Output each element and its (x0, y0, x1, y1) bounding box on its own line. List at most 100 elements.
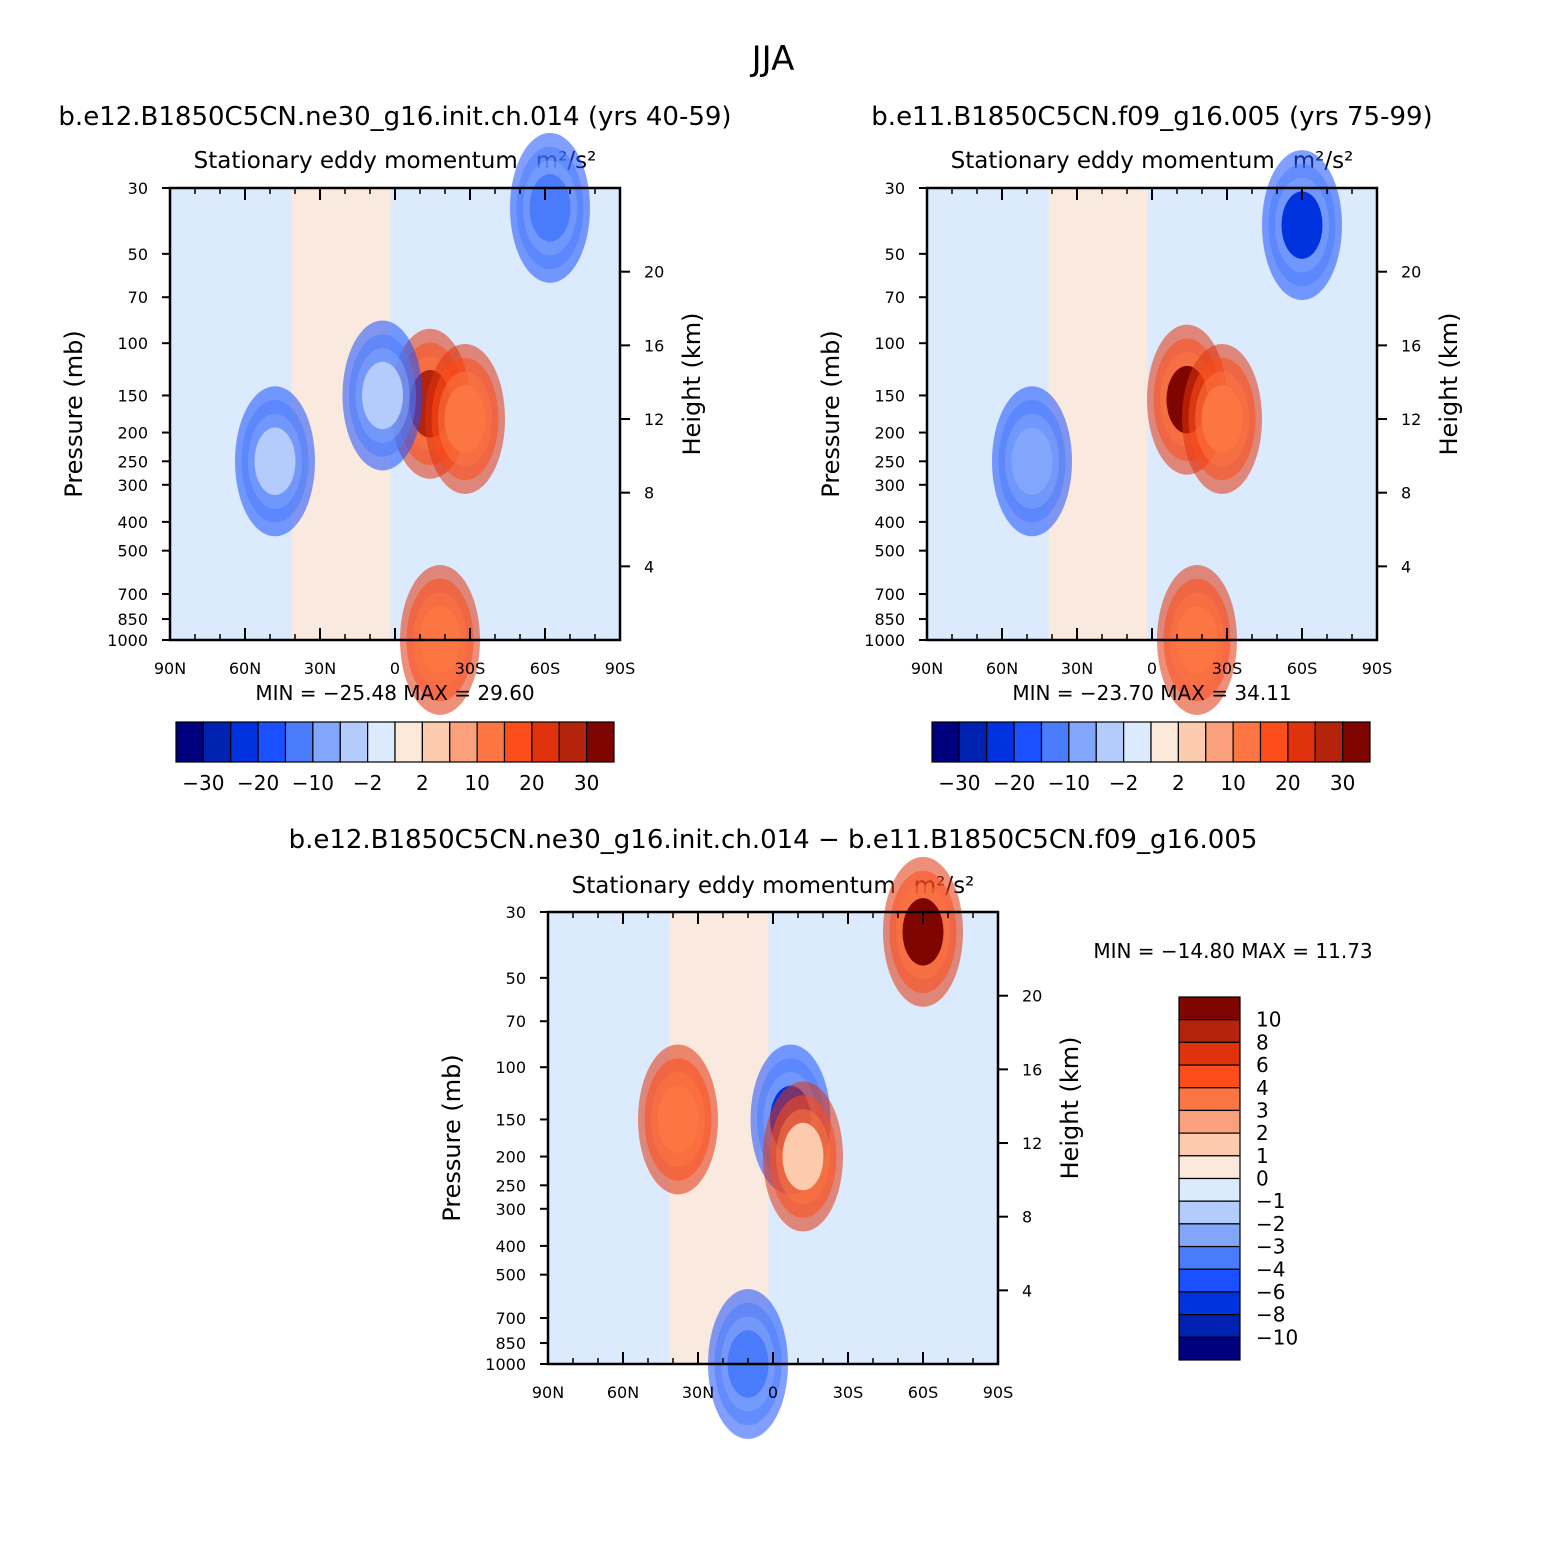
colorbar-box (394, 721, 423, 763)
colorbar-box (476, 721, 506, 763)
subtitle-text: Stationary eddy momentum (194, 148, 518, 174)
subtitle-text: Stationary eddy momentum (951, 148, 1275, 174)
x-tick-label: 90S (1362, 659, 1393, 678)
x-tick-label: 30S (833, 1383, 864, 1402)
colorbar-tick-label: 2 (1256, 1121, 1269, 1145)
colorbar-box (1040, 721, 1070, 763)
panel-title: b.e12.B1850C5CN.ne30_g16.init.ch.014 (yr… (58, 102, 731, 132)
colorbar-box (1178, 1200, 1241, 1225)
contour-feature (1201, 385, 1243, 453)
colorbar-box (175, 721, 204, 763)
y-tick-label: 850 (117, 610, 148, 629)
y-tick-label: 500 (117, 542, 148, 561)
contour-feature (362, 361, 403, 430)
colorbar-tick-label: −4 (1256, 1257, 1285, 1281)
colorbar-box (421, 721, 451, 763)
y-tick-label: 100 (874, 334, 905, 353)
colorbar-box (1178, 1041, 1241, 1066)
colorbar-tick-label: −10 (1256, 1325, 1298, 1349)
colorbar-box (1178, 1155, 1241, 1180)
contour-feature (529, 174, 571, 242)
colorbar-box (586, 721, 615, 763)
colorbar-box (1095, 721, 1125, 763)
x-tick-label: 30N (1061, 659, 1093, 678)
y2-tick-label: 8 (1401, 484, 1411, 503)
colorbar-box (558, 721, 588, 763)
y-tick-label: 150 (495, 1110, 526, 1129)
x-tick-label: 60S (1287, 659, 1318, 678)
colorbar-box (1178, 996, 1241, 1021)
y-tick-label: 50 (128, 245, 148, 264)
y-tick-label: 500 (874, 542, 905, 561)
y-tick-label: 700 (117, 585, 148, 604)
colorbar-box (1178, 1087, 1241, 1112)
x-tick-label: 60S (530, 659, 561, 678)
colorbar-box (1178, 1223, 1241, 1248)
colorbar-box (230, 721, 259, 763)
y-tick-label: 500 (495, 1266, 526, 1285)
colorbar-box (1178, 1064, 1241, 1089)
x-tick-label: 90N (154, 659, 186, 678)
colorbar-box (312, 721, 341, 763)
y-tick-label: 70 (885, 288, 905, 307)
y-tick-label: 30 (128, 179, 148, 198)
figure-title: JJA (750, 39, 795, 79)
colorbar-box (1232, 721, 1262, 763)
y-tick-label: 30 (885, 179, 905, 198)
colorbar-box (1178, 1177, 1241, 1202)
colorbar-box (1178, 1019, 1241, 1043)
min-max-text: MIN = −14.80 MAX = 11.73 (1093, 939, 1372, 963)
y-tick-label: 400 (495, 1237, 526, 1256)
colorbar-tick-label: 2 (1172, 771, 1185, 795)
contour-feature (1281, 191, 1323, 259)
panel-3: b.e12.B1850C5CN.ne30_g16.init.ch.014 − b… (289, 825, 1373, 1439)
min-max-text: MIN = −23.70 MAX = 34.11 (1012, 681, 1291, 705)
y2-tick-label: 16 (1022, 1060, 1042, 1079)
y2-tick-label: 12 (644, 410, 664, 429)
colorbar-box (1068, 721, 1097, 763)
colorbar-tick-label: 6 (1256, 1053, 1269, 1077)
colorbar-tick-label: −6 (1256, 1280, 1285, 1304)
y-tick-label: 300 (117, 476, 148, 495)
colorbar-tick-label: 8 (1256, 1030, 1269, 1054)
x-tick-label: 60N (607, 1383, 639, 1402)
colorbar-box (1178, 1336, 1241, 1361)
colorbar-tick-label: 3 (1256, 1098, 1269, 1122)
colorbar-box (1342, 721, 1371, 763)
y-tick-label: 150 (117, 386, 148, 405)
y2-axis-label: Height (km) (1435, 313, 1463, 456)
colorbar-box (1013, 721, 1043, 763)
colorbar-tick-label: −2 (1109, 771, 1138, 795)
colorbar-box (284, 721, 314, 763)
colorbar-box (339, 721, 369, 763)
y-tick-label: 300 (874, 476, 905, 495)
y2-axis-label: Height (km) (678, 313, 706, 456)
x-tick-label: 0 (768, 1383, 778, 1402)
colorbar-box (1314, 721, 1344, 763)
min-max-text: MIN = −25.48 MAX = 29.60 (255, 681, 534, 705)
y2-tick-label: 4 (644, 557, 654, 576)
y-tick-label: 250 (117, 452, 148, 471)
colorbar-box (1123, 721, 1152, 763)
colorbar-box (1178, 1109, 1241, 1134)
x-tick-label: 90S (983, 1383, 1014, 1402)
colorbar-box (531, 721, 560, 763)
y-axis-label: Pressure (mb) (817, 330, 845, 497)
colorbar-box (1178, 1245, 1241, 1270)
y-tick-label: 150 (874, 386, 905, 405)
colorbar-box (931, 721, 960, 763)
colorbar-tick-label: 10 (464, 771, 489, 795)
colorbar-box (1178, 1268, 1241, 1293)
y2-tick-label: 12 (1401, 410, 1421, 429)
colorbar-tick-label: 4 (1256, 1076, 1269, 1100)
y2-tick-label: 4 (1022, 1281, 1032, 1300)
colorbar-box (958, 721, 988, 763)
colorbar-box (202, 721, 232, 763)
x-tick-label: 90S (605, 659, 636, 678)
y2-tick-label: 20 (1022, 987, 1042, 1006)
colorbar-tick-label: −30 (182, 771, 224, 795)
y2-axis-label: Height (km) (1056, 1037, 1084, 1180)
x-tick-label: 30S (1212, 659, 1243, 678)
